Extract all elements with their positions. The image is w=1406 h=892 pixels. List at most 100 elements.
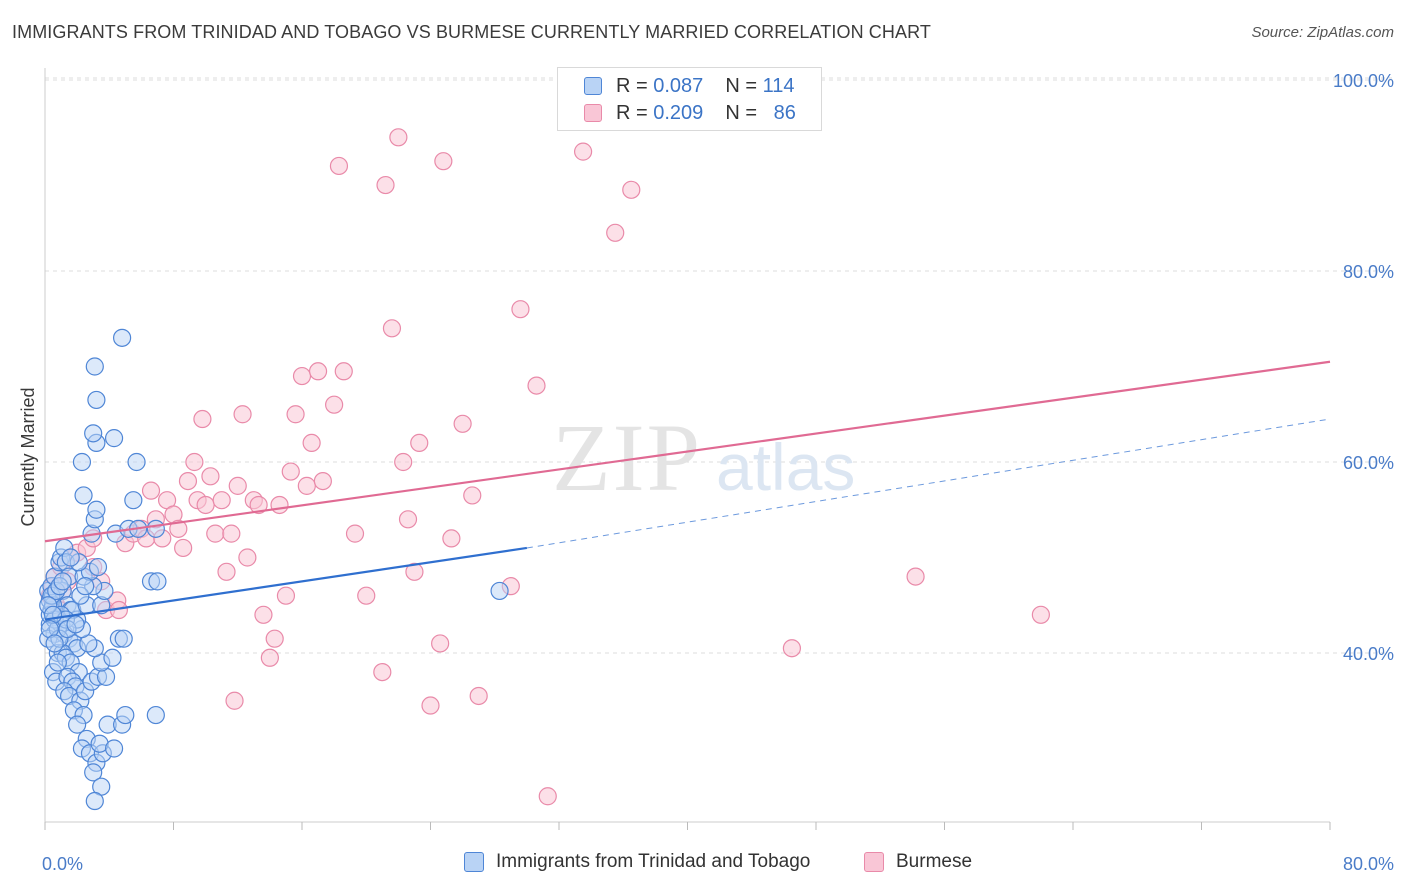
watermark-atlas: atlas (716, 430, 855, 504)
trend-lines (44, 360, 1331, 621)
trinidad-point (490, 581, 509, 601)
x-tick-label: 0.0% (42, 854, 83, 874)
trinidad-point (48, 653, 67, 672)
burmese-point (193, 409, 212, 429)
burmese-point (276, 586, 296, 605)
legend-swatch-trinidad (464, 852, 484, 872)
trinidad-trend-extension (526, 418, 1331, 549)
trinidad-point (76, 577, 95, 596)
burmese-point (398, 510, 418, 529)
series-trinidad-points (39, 328, 509, 811)
axes (44, 68, 1331, 830)
burmese-point (373, 662, 392, 682)
trinidad-point (74, 486, 93, 505)
trinidad-point (85, 357, 104, 376)
burmese-point (410, 433, 429, 452)
tick-labels: 40.0% 60.0% 80.0% 100.0% 0.0% 80.0% (42, 71, 1394, 874)
trinidad-point (87, 390, 106, 410)
burmese-point (254, 605, 273, 624)
trinidad-point (84, 424, 103, 443)
legend-swatch-burmese (584, 104, 602, 122)
legend-swatch-burmese (864, 852, 884, 872)
watermark: ZIP atlas (552, 404, 855, 511)
trinidad-point (146, 519, 165, 538)
trinidad-point (127, 452, 146, 472)
burmese-point (270, 495, 289, 515)
burmese-point (281, 462, 300, 481)
trinidad-point (146, 705, 165, 725)
burmese-point (169, 519, 188, 538)
r-value-burmese: 0.209 (653, 101, 704, 124)
burmese-point (357, 586, 376, 605)
trinidad-point (112, 328, 132, 347)
trinidad-point (88, 557, 108, 577)
burmese-point (238, 548, 257, 567)
burmese-point (394, 452, 413, 472)
trinidad-point (68, 715, 87, 734)
trinidad-point (66, 615, 85, 634)
burmese-point (511, 300, 530, 319)
burmese-point (249, 495, 268, 515)
legend-item-trinidad: Immigrants from Trinidad and Tobago (464, 851, 810, 873)
burmese-point (573, 142, 593, 161)
legend-label-burmese: Burmese (896, 851, 973, 872)
burmese-point (225, 691, 244, 710)
burmese-point (376, 175, 395, 195)
burmese-point (389, 128, 408, 147)
stats-legend: R = 0.087 N = 114 R = 0.209 N = 86 (557, 67, 822, 131)
burmese-point (538, 787, 557, 806)
burmese-point (453, 414, 472, 433)
burmese-point (527, 376, 546, 395)
burmese-point (421, 696, 440, 715)
source-credit: Source: ZipAtlas.com (1251, 24, 1394, 41)
burmese-trend-line (44, 360, 1331, 543)
burmese-point (260, 648, 279, 667)
burmese-point (334, 362, 353, 381)
burmese-point (185, 452, 204, 472)
burmese-point (141, 481, 161, 500)
burmese-point (233, 405, 252, 424)
stats-row-trinidad: R = 0.087 N = 114 (584, 74, 794, 98)
r-label: R = (616, 74, 648, 97)
burmese-point (265, 629, 284, 648)
burmese-point (228, 476, 247, 495)
burmese-point (286, 405, 305, 424)
y-tick-label: 80.0% (1343, 262, 1394, 282)
burmese-point (469, 686, 488, 706)
watermark-zip: ZIP (552, 404, 702, 511)
trinidad-point (61, 548, 80, 567)
grid-lines (45, 77, 1392, 654)
burmese-point (201, 467, 220, 486)
legend-swatch-trinidad (584, 77, 602, 95)
burmese-point (463, 486, 482, 505)
burmese-point (442, 529, 461, 548)
burmese-point (782, 639, 802, 658)
stats-row-burmese: R = 0.209 N = 86 (584, 101, 796, 125)
burmese-point (302, 433, 321, 452)
burmese-point (622, 180, 641, 199)
trinidad-point (103, 648, 122, 667)
trinidad-point (104, 429, 124, 448)
burmese-point (212, 491, 231, 510)
burmese-point (1031, 605, 1050, 624)
series-burmese-points (40, 128, 1050, 806)
n-label: N = (725, 74, 757, 97)
burmese-point (382, 319, 402, 338)
legend-item-burmese: Burmese (864, 851, 972, 873)
trinidad-point (45, 634, 64, 653)
burmese-point (217, 562, 236, 581)
burmese-point (431, 634, 450, 653)
legend-label-trinidad: Immigrants from Trinidad and Tobago (496, 851, 811, 872)
burmese-point (297, 476, 316, 495)
burmese-point (313, 472, 332, 491)
burmese-point (178, 472, 198, 491)
y-tick-label: 60.0% (1343, 453, 1394, 473)
trinidad-point (72, 452, 92, 472)
trinidad-point (104, 739, 124, 758)
y-tick-label: 100.0% (1333, 71, 1394, 91)
burmese-point (906, 567, 925, 586)
burmese-point (292, 366, 312, 386)
n-label: N = (725, 101, 757, 124)
x-tick-label: 80.0% (1343, 854, 1394, 874)
